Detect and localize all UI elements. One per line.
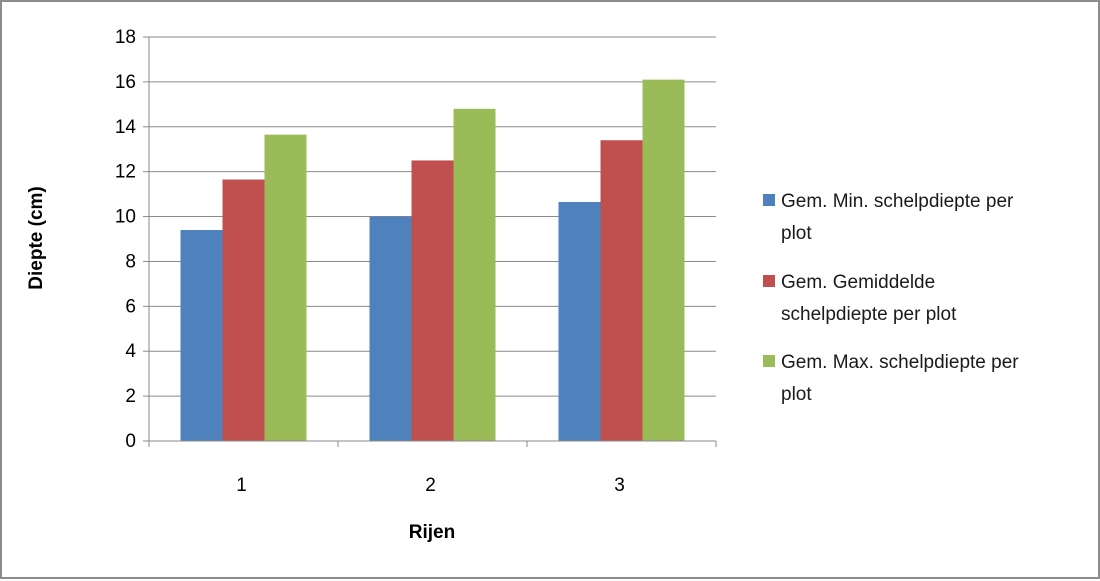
x-tick-label: 3 bbox=[614, 475, 625, 496]
bar bbox=[180, 230, 223, 441]
legend-item: Gem. Min. schelpdiepte per plot bbox=[763, 191, 1014, 244]
legend-label: Gem. Min. schelpdiepte per plot bbox=[781, 191, 1014, 244]
bar bbox=[222, 179, 265, 441]
bar bbox=[642, 79, 685, 442]
legend: Gem. Min. schelpdiepte per plot Gem. Gemid… bbox=[763, 191, 1019, 405]
y-tick-label: 14 bbox=[115, 117, 137, 138]
y-tick-label: 2 bbox=[125, 386, 136, 407]
x-tick-label: 2 bbox=[425, 475, 436, 496]
bar bbox=[558, 201, 601, 441]
legend-swatch bbox=[763, 194, 775, 206]
bar bbox=[369, 216, 412, 441]
y-axis-title: Diepte (cm) bbox=[26, 186, 47, 289]
bar bbox=[411, 160, 454, 441]
y-tick-label: 12 bbox=[115, 162, 136, 183]
bar bbox=[264, 134, 307, 441]
x-tick-label: 1 bbox=[236, 475, 247, 496]
x-axis-title: Rijen bbox=[409, 522, 455, 543]
y-tick-label: 4 bbox=[125, 341, 136, 362]
bar bbox=[600, 140, 643, 441]
legend-label: Gem. Max. schelpdiepte per plot bbox=[781, 352, 1019, 405]
y-tick-label: 10 bbox=[115, 207, 136, 228]
y-tick-label: 8 bbox=[125, 251, 136, 272]
legend-swatch bbox=[763, 275, 775, 287]
y-tick-label: 16 bbox=[115, 72, 136, 93]
bars bbox=[180, 79, 685, 442]
legend-swatch bbox=[763, 355, 775, 367]
y-tick-label: 18 bbox=[115, 27, 136, 48]
legend-label: Gem. Gemiddelde schelpdiepte per plot bbox=[781, 272, 957, 325]
legend-item: Gem. Gemiddelde schelpdiepte per plot bbox=[763, 272, 957, 325]
legend-item: Gem. Max. schelpdiepte per plot bbox=[763, 352, 1019, 405]
y-tick-label: 0 bbox=[125, 431, 136, 452]
y-tick-label: 6 bbox=[125, 296, 136, 317]
bar bbox=[453, 108, 496, 442]
